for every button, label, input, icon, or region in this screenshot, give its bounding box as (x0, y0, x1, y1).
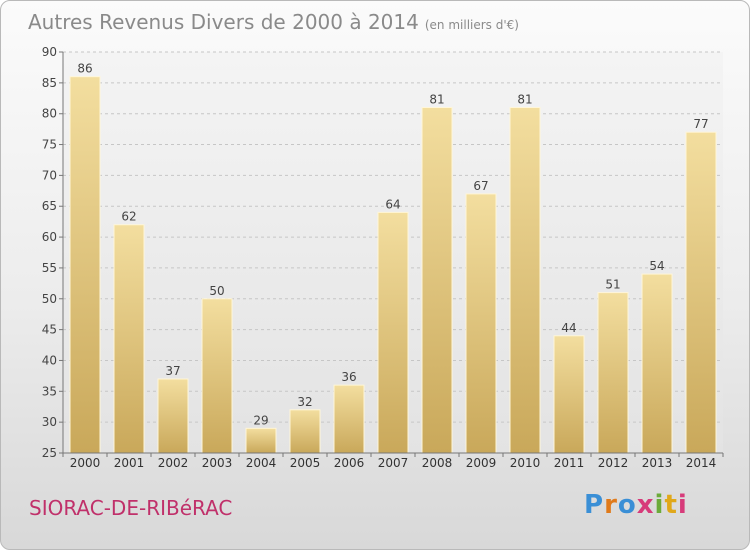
x-tick-label: 2000 (70, 456, 101, 470)
bar-value-label: 64 (385, 197, 400, 211)
x-tick-label: 2001 (114, 456, 145, 470)
bar (245, 427, 277, 454)
chart-title-line: Autres Revenus Divers de 2000 à 2014 (en … (28, 10, 519, 34)
bar-value-label: 81 (429, 93, 444, 107)
logo-letter: i (654, 490, 665, 520)
x-tick-label: 2005 (290, 456, 321, 470)
bar (333, 384, 365, 454)
logo-letter: t (664, 490, 678, 520)
bar-value-label: 77 (693, 117, 708, 131)
bar (685, 131, 717, 454)
x-tick-label: 2003 (202, 456, 233, 470)
logo-letter: r (604, 490, 618, 520)
y-tick-label: 90 (42, 45, 57, 59)
bar (553, 335, 585, 454)
x-tick-label: 2004 (246, 456, 277, 470)
logo-letter: x (636, 490, 655, 520)
bar-value-label: 37 (165, 364, 180, 378)
y-tick-label: 80 (42, 107, 57, 121)
x-tick-label: 2006 (334, 456, 365, 470)
y-tick-label: 35 (42, 384, 57, 398)
bar-value-label: 67 (473, 179, 488, 193)
y-tick-label: 75 (42, 138, 57, 152)
bar (377, 211, 409, 454)
bar-value-label: 86 (77, 62, 92, 76)
x-tick-label: 2002 (158, 456, 189, 470)
bar-value-label: 54 (649, 259, 664, 273)
y-tick-label: 85 (42, 76, 57, 90)
x-tick-label: 2007 (378, 456, 409, 470)
bar (69, 76, 101, 454)
x-tick-label: 2008 (422, 456, 453, 470)
proxiti-logo: Proxiti (584, 490, 688, 520)
bar-value-label: 62 (121, 210, 136, 224)
bar (641, 273, 673, 454)
bar (157, 378, 189, 454)
bar-value-label: 51 (605, 278, 620, 292)
chart-title: Autres Revenus Divers de 2000 à 2014 (28, 10, 419, 34)
y-tick-label: 30 (42, 415, 57, 429)
logo-letter: o (617, 490, 637, 520)
bar-value-label: 29 (253, 413, 268, 427)
bar-value-label: 32 (297, 395, 312, 409)
logo-letter: P (584, 490, 605, 520)
bar (289, 409, 321, 454)
bar (113, 224, 145, 454)
x-tick-label: 2012 (598, 456, 629, 470)
commune-name: SIORAC-DE-RIBéRAC (29, 496, 233, 520)
bar (509, 107, 541, 454)
y-tick-label: 25 (42, 446, 57, 460)
bar-value-label: 44 (561, 321, 576, 335)
y-tick-label: 55 (42, 261, 57, 275)
y-tick-label: 60 (42, 230, 57, 244)
bar (201, 298, 233, 454)
y-tick-label: 70 (42, 168, 57, 182)
x-tick-label: 2009 (466, 456, 497, 470)
x-tick-label: 2013 (642, 456, 673, 470)
y-tick-label: 45 (42, 323, 57, 337)
y-tick-label: 40 (42, 353, 57, 367)
x-tick-label: 2011 (554, 456, 585, 470)
bar-value-label: 36 (341, 370, 356, 384)
x-tick-label: 2014 (686, 456, 717, 470)
bar (597, 292, 629, 454)
bar-value-label: 81 (517, 93, 532, 107)
y-tick-label: 50 (42, 292, 57, 306)
chart-subtitle: (en milliers d'€) (424, 18, 519, 32)
bar (421, 107, 453, 454)
x-tick-label: 2010 (510, 456, 541, 470)
y-tick-label: 65 (42, 199, 57, 213)
bar-value-label: 50 (209, 284, 224, 298)
bar (465, 193, 497, 454)
logo-letter: i (677, 490, 688, 520)
